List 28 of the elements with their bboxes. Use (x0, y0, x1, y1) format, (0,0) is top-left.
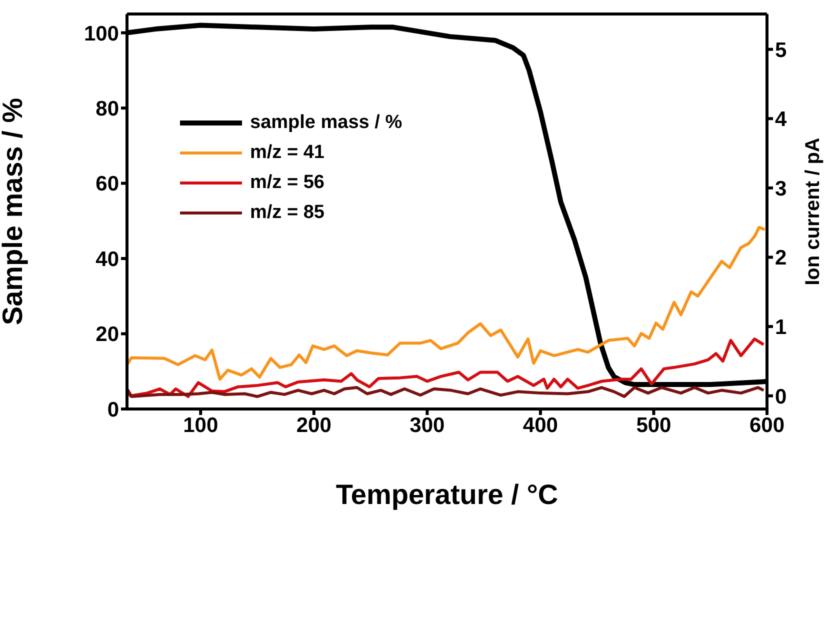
legend-label: m/z = 85 (250, 202, 324, 224)
x-tick-label: 300 (410, 414, 445, 437)
y-axis-title: Sample mass / % (0, 98, 28, 326)
y2-tick-label: 1 (775, 316, 787, 339)
y-tick-label: 100 (84, 22, 119, 46)
line-series (127, 226, 766, 381)
x-axis-title: Temperature / °C (336, 479, 558, 510)
x-tick-label: 500 (636, 414, 672, 437)
legend-label: sample mass / % (250, 112, 402, 134)
legend-label: m/z = 41 (250, 142, 324, 164)
y-tick-label: 60 (96, 172, 119, 196)
x-tick-label: 100 (183, 414, 218, 437)
y-tick-label: 80 (96, 98, 119, 121)
x-tick-label: 600 (749, 414, 785, 437)
y-tick-label: 40 (96, 248, 119, 271)
y2-tick-label: 0 (775, 385, 787, 408)
line-series (127, 338, 766, 398)
y-tick-label: 0 (107, 398, 119, 422)
y2-tick-label: 5 (775, 38, 787, 62)
legend-label: m/z = 56 (250, 172, 324, 194)
y2-axis-title: Ion current / pA (802, 138, 824, 286)
y2-tick-label: 4 (775, 108, 787, 132)
x-tick-label: 400 (522, 414, 558, 437)
y-tick-label: 20 (96, 323, 119, 346)
y2-tick-label: 2 (775, 246, 787, 270)
line-series (127, 386, 766, 398)
x-tick-label: 200 (296, 414, 332, 437)
y2-tick-label: 3 (775, 177, 787, 200)
